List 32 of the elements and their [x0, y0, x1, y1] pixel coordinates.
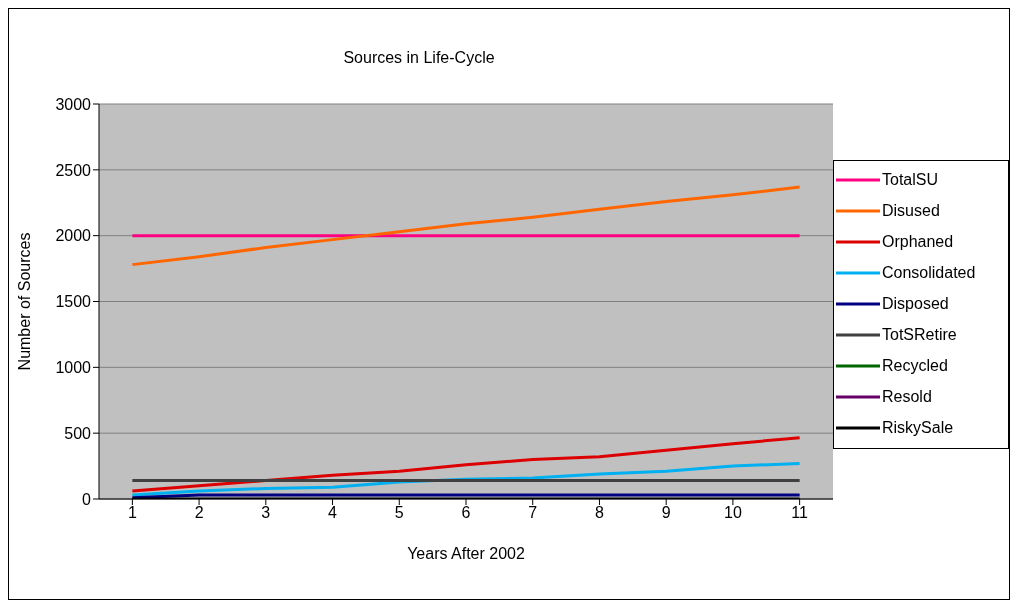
line-series [130, 436, 802, 493]
x-tick-label: 10 [724, 504, 742, 522]
line-series [130, 185, 802, 267]
x-axis-title: Years After 2002 [407, 545, 525, 562]
y-tick-label: 2000 [55, 227, 92, 245]
x-tick-label: 8 [595, 504, 604, 522]
x-tick-label: 6 [461, 504, 471, 522]
legend-label: Orphaned [882, 233, 954, 251]
legend-label: Recycled [882, 357, 948, 375]
y-tick-label: 1500 [55, 293, 92, 311]
y-tick-label: 1000 [55, 359, 92, 377]
legend-label: Consolidated [882, 264, 976, 282]
x-tick-label: 11 [791, 504, 809, 522]
chart-title: Sources in Life-Cycle [342, 49, 496, 67]
y-axis-title: Number of Sources [15, 232, 33, 371]
y-tick-label: 2500 [55, 161, 92, 179]
x-tick-label: 3 [261, 504, 271, 522]
y-tick-label: 0 [82, 490, 92, 508]
legend-label: Disused [882, 202, 940, 220]
legend-label: Resold [882, 388, 932, 406]
y-tick-label: 500 [64, 424, 92, 442]
x-tick-label: 9 [661, 504, 671, 522]
x-tick-label: 5 [394, 504, 404, 522]
legend-label: Disposed [882, 295, 949, 313]
legend-label: TotSRetire [882, 326, 957, 344]
x-tick-label: 7 [528, 504, 538, 522]
legend-label: TotalSU [882, 171, 939, 189]
legend-label: RiskySale [882, 419, 954, 437]
y-tick-label: 3000 [55, 95, 92, 113]
x-tick-label: 4 [328, 504, 338, 522]
x-tick-label: 1 [127, 504, 137, 522]
x-tick-label: 2 [194, 504, 204, 522]
